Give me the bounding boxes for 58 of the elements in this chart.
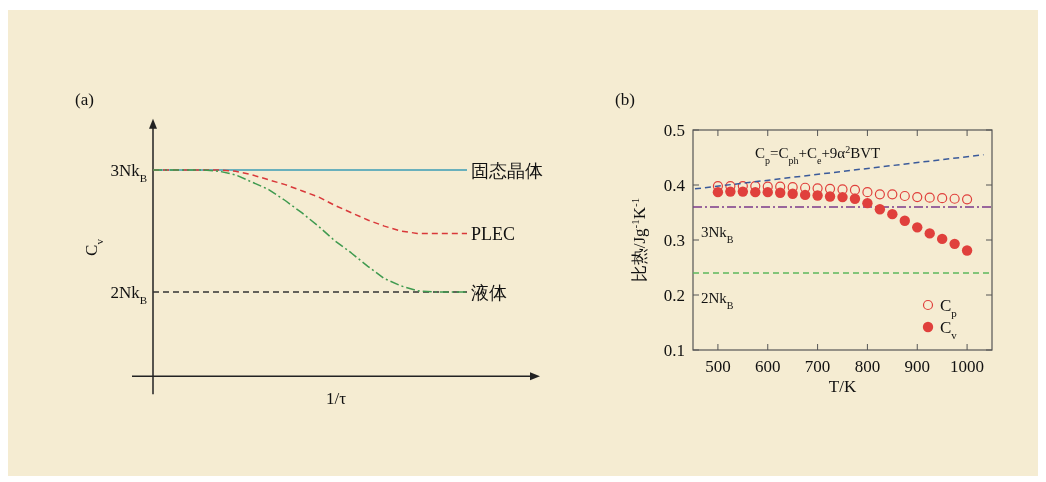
point xyxy=(899,190,910,202)
x-tick-label: 700 xyxy=(804,357,831,376)
point xyxy=(961,194,973,205)
chart-title: (a) xyxy=(75,90,94,109)
point xyxy=(874,204,886,215)
point xyxy=(837,191,848,203)
point xyxy=(824,183,836,194)
point xyxy=(899,215,910,226)
series-label: PLEC xyxy=(471,224,516,245)
point xyxy=(775,187,786,198)
series-label: 固态晶体 xyxy=(471,161,543,181)
point xyxy=(712,186,724,198)
y-tick-label: 0.5 xyxy=(663,121,685,140)
series-label: 液体 xyxy=(471,283,507,303)
point xyxy=(800,182,811,193)
point xyxy=(849,184,861,196)
y-tick-label: 0.3 xyxy=(663,231,685,250)
point xyxy=(862,197,873,209)
point xyxy=(725,186,736,197)
point xyxy=(737,186,749,197)
x-axis-title: T/K xyxy=(828,377,857,396)
point xyxy=(936,233,948,245)
point xyxy=(750,186,761,198)
point xyxy=(787,188,798,199)
point xyxy=(837,184,848,195)
ref-line-label: 2Nk$_{B}$ xyxy=(701,290,734,311)
x-tick-label: 800 xyxy=(854,357,881,376)
point xyxy=(824,191,836,202)
chart-title: (b) xyxy=(615,90,635,109)
point xyxy=(924,192,935,203)
point xyxy=(799,189,811,201)
x-tick-label: 600 xyxy=(755,357,781,376)
point xyxy=(874,189,885,200)
line-series xyxy=(152,169,468,293)
legend-label: C$_{v}$ xyxy=(940,318,958,341)
point xyxy=(949,238,960,250)
point xyxy=(924,228,935,239)
x-tick-label: 500 xyxy=(705,357,731,376)
point xyxy=(961,245,973,256)
point xyxy=(912,192,923,203)
point xyxy=(887,208,898,220)
x-tick-label: 1000 xyxy=(950,357,985,376)
x-tick-label: 900 xyxy=(904,357,930,376)
point xyxy=(949,193,960,204)
y-tick-label: 0.2 xyxy=(663,286,685,305)
text: C$_{p}$=C$_{ph}$+C$_{e}$+9α$^{2}$BVT xyxy=(755,143,881,166)
y-tick-label: 0.1 xyxy=(663,341,685,360)
point xyxy=(812,190,823,201)
legend-label: C$_{p}$ xyxy=(940,296,958,319)
point xyxy=(937,193,948,204)
point xyxy=(887,189,898,200)
point xyxy=(849,193,861,204)
y-tick-label: 0.4 xyxy=(663,176,686,195)
ref-line-label: 3Nk$_{B}$ xyxy=(701,224,734,245)
point xyxy=(912,222,923,233)
point xyxy=(762,186,773,198)
x-axis-title: 1/τ xyxy=(325,389,347,409)
point xyxy=(862,187,873,198)
